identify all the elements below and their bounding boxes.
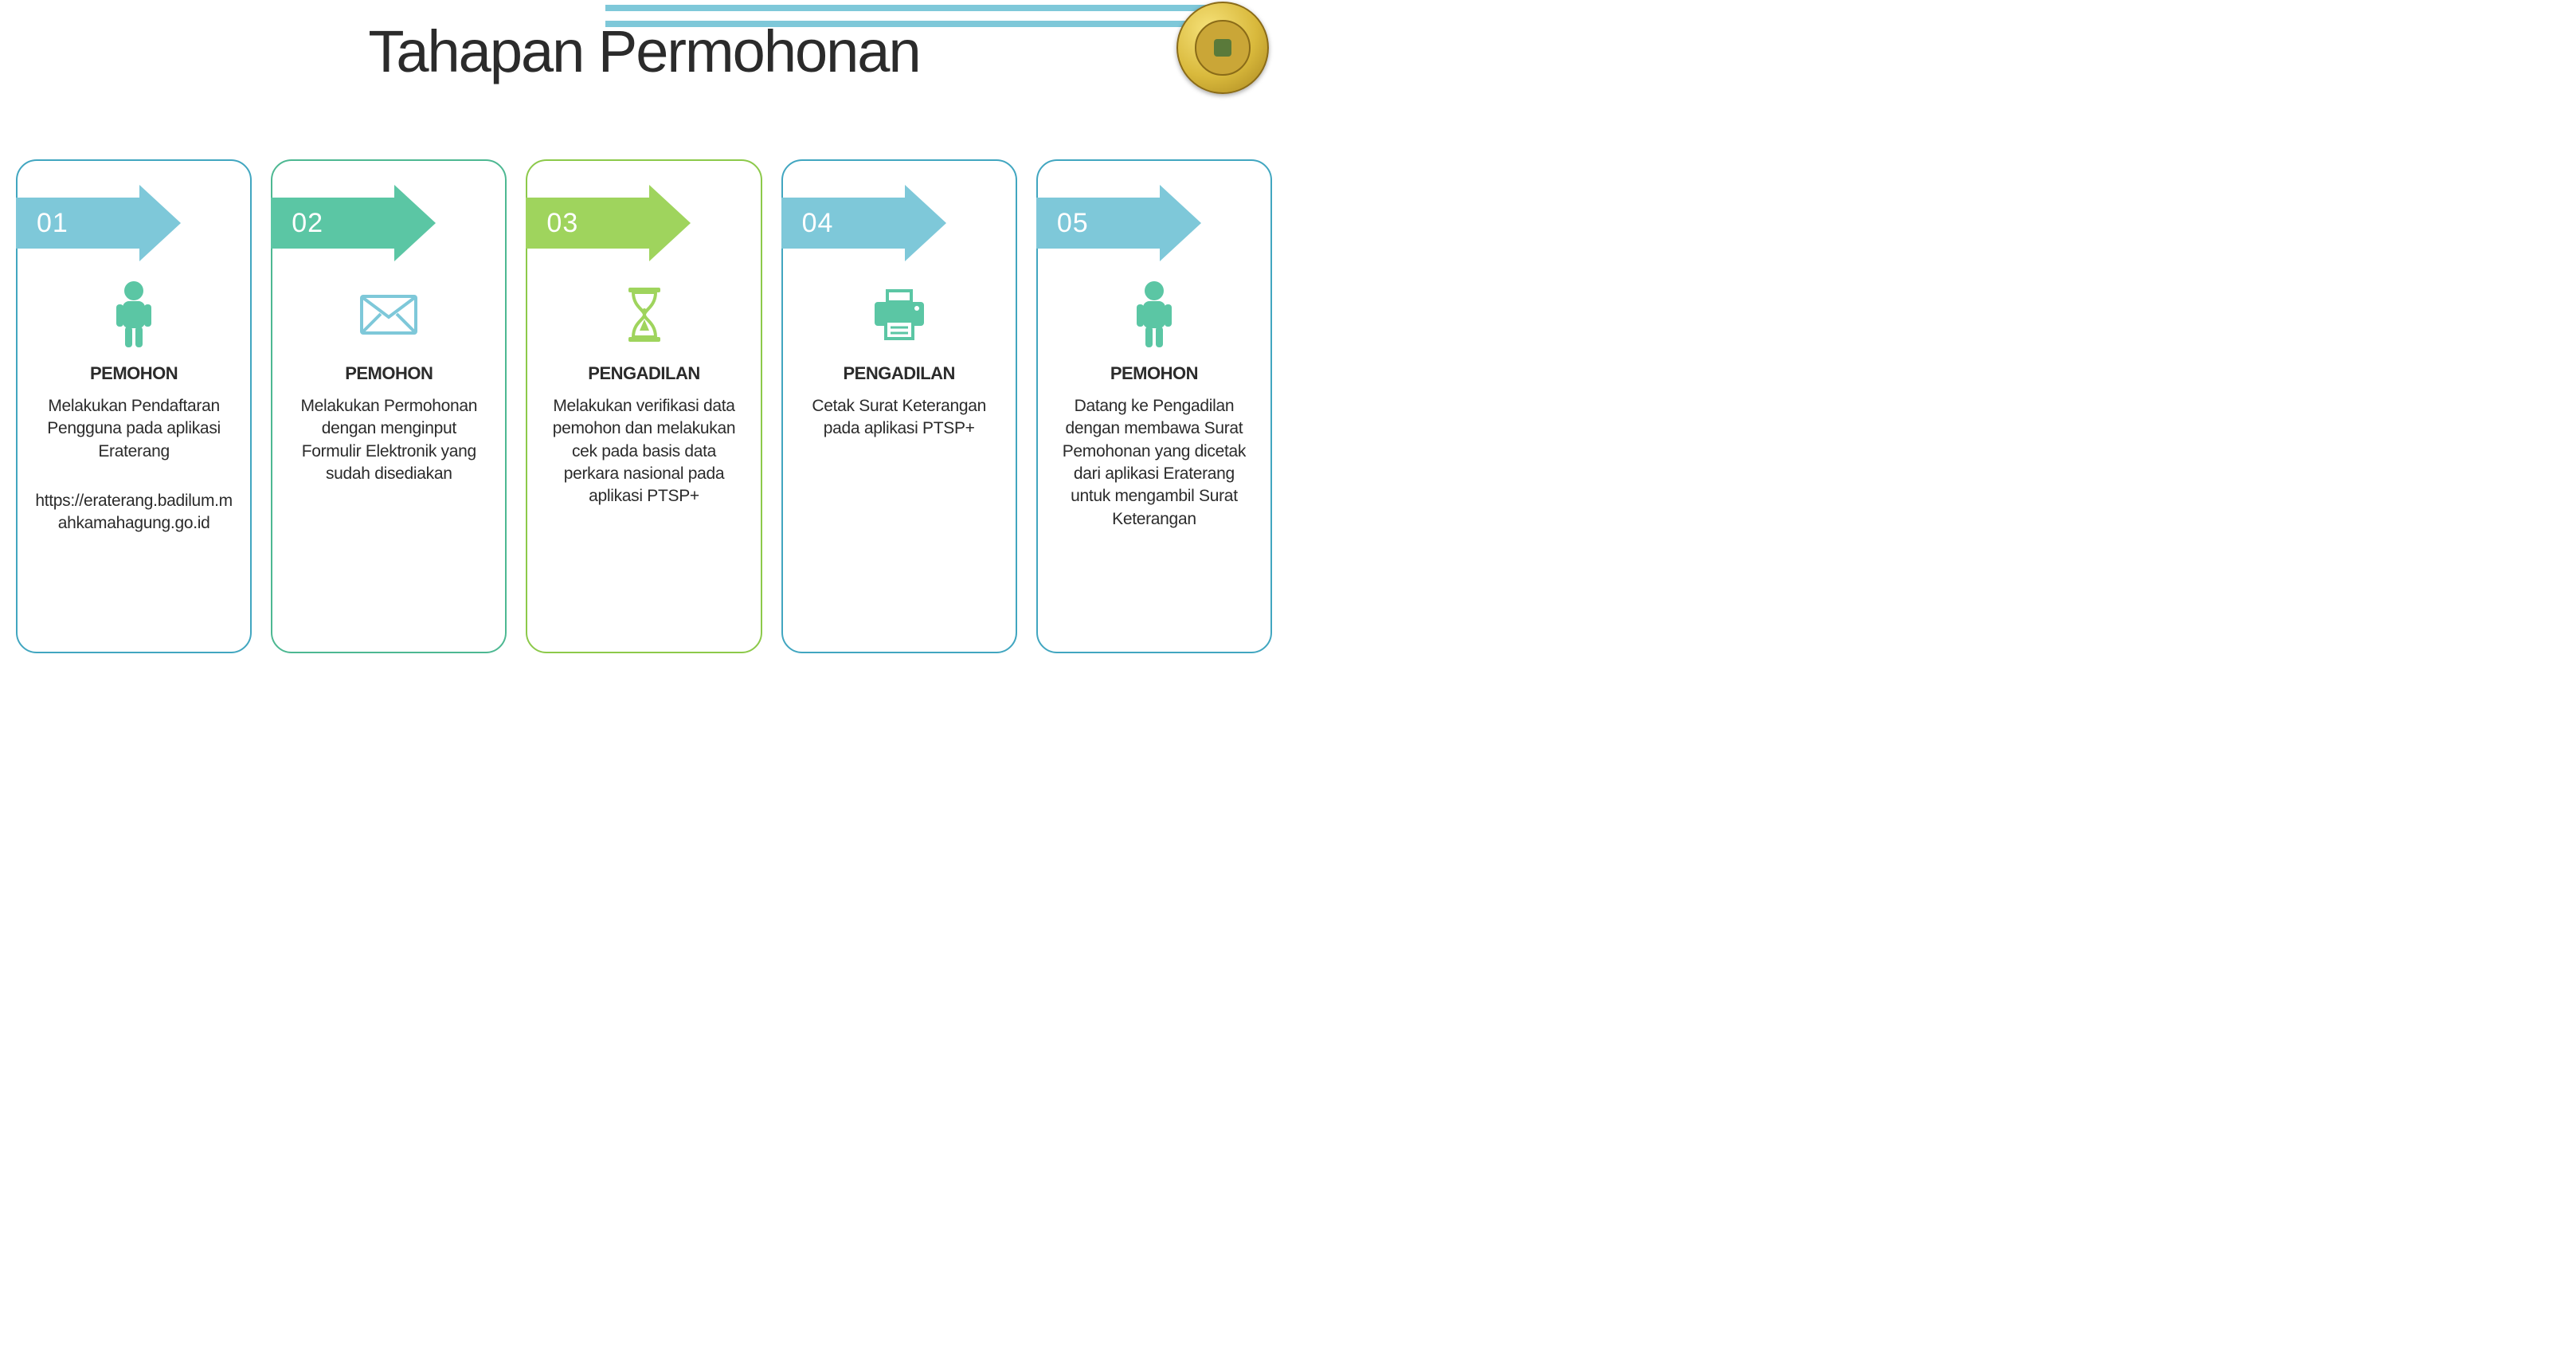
seal-inner: [1195, 20, 1250, 75]
person-icon: [35, 280, 233, 349]
step-arrow: 04: [781, 191, 946, 255]
step-role: PEMOHON: [290, 363, 487, 384]
seal-core: [1214, 39, 1231, 57]
step-role: PENGADILAN: [545, 363, 742, 384]
step-card-3: 03 PENGADILAN Melakukan verifikasi data p…: [526, 159, 761, 653]
person-icon: [1055, 280, 1253, 349]
step-extra: https://eraterang.badilum.mahkamahagung.…: [35, 490, 233, 535]
step-description: Melakukan Pendaftaran Pengguna pada apli…: [35, 395, 233, 463]
arrow-head: [139, 185, 181, 261]
step-arrow: 03: [526, 191, 691, 255]
step-card-4: 04 PENGADILAN Cetak Surat Keterangan pada…: [781, 159, 1017, 653]
person-icon: [1130, 280, 1178, 349]
header-bar-1: [605, 5, 1235, 11]
mail-icon: [290, 280, 487, 349]
step-role: PEMOHON: [1055, 363, 1253, 384]
step-description: Melakukan verifikasi data pemohon dan me…: [545, 395, 742, 508]
slide: Tahapan Permohonan 01 PEMOHON Melakukan P…: [0, 0, 1288, 674]
step-card-2: 02 PEMOHON Melakukan Permohonan dengan me…: [271, 159, 507, 653]
arrow-head: [905, 185, 946, 261]
arrow-head: [1160, 185, 1201, 261]
page-title: Tahapan Permohonan: [0, 18, 1288, 85]
step-description: Melakukan Permohonan dengan menginput Fo…: [290, 395, 487, 485]
step-arrow: 02: [271, 191, 436, 255]
step-description: Cetak Surat Keterangan pada aplikasi PTS…: [801, 395, 998, 441]
step-card-5: 05 PEMOHON Datang ke Pengadilan dengan me…: [1036, 159, 1272, 653]
seal-logo: [1176, 2, 1269, 94]
step-number: 01: [16, 198, 139, 249]
printer-icon: [871, 289, 927, 340]
arrow-head: [394, 185, 436, 261]
hourglass-icon: [625, 286, 664, 343]
step-number: 03: [526, 198, 649, 249]
step-role: PEMOHON: [35, 363, 233, 384]
cards-row: 01 PEMOHON Melakukan Pendaftaran Pengguna…: [16, 159, 1272, 653]
step-number: 05: [1036, 198, 1160, 249]
person-icon: [110, 280, 158, 349]
step-number: 04: [781, 198, 905, 249]
arrow-head: [649, 185, 691, 261]
step-arrow: 01: [16, 191, 181, 255]
step-number: 02: [271, 198, 394, 249]
step-card-1: 01 PEMOHON Melakukan Pendaftaran Pengguna…: [16, 159, 252, 653]
mail-icon: [360, 295, 417, 335]
printer-icon: [801, 280, 998, 349]
step-description: Datang ke Pengadilan dengan membawa Sura…: [1055, 395, 1253, 531]
step-arrow: 05: [1036, 191, 1201, 255]
hourglass-icon: [545, 280, 742, 349]
step-role: PENGADILAN: [801, 363, 998, 384]
